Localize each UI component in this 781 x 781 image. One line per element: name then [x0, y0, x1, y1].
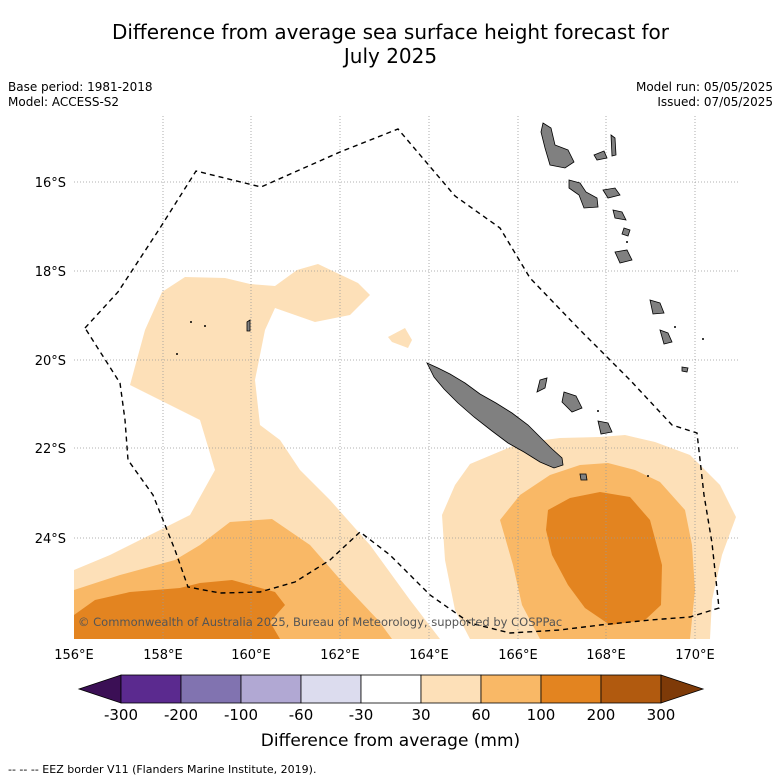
colorbar-tick-label: 200 [587, 706, 616, 724]
colorbar-segment [360, 674, 422, 704]
colorbar-segment [480, 674, 542, 704]
lat-tick-label: 22°S [35, 442, 66, 457]
map-area [74, 116, 739, 639]
base-period: Base period: 1981-2018 [8, 80, 153, 94]
page-title: Difference from average sea surface heig… [0, 20, 781, 68]
loyalty-island-3 [597, 420, 613, 435]
lat-tick-label: 16°S [35, 176, 66, 191]
vanuatu-island-10 [659, 329, 673, 345]
lat-tick-label: 20°S [35, 354, 66, 369]
colorbar-tick-label: -300 [104, 706, 138, 724]
colorbar-tick-label: 300 [647, 706, 676, 724]
small-island-east [681, 366, 689, 373]
colorbar-segment [240, 674, 302, 704]
vanuatu-island-7 [621, 227, 631, 237]
meta-right: Model run: 05/05/2025 Issued: 07/05/2025 [636, 80, 773, 110]
title-line-2: July 2025 [343, 44, 438, 68]
lon-tick-labels: 156°E 158°E 160°E 162°E 164°E 166°E 168°E 170°E [54, 648, 715, 663]
lon-tick-label: 162°E [320, 648, 360, 663]
colorbar-extension-high [660, 674, 705, 704]
colorbar: -300 -200 -100 -60 -30 30 60 100 200 300 [77, 674, 705, 724]
copyright-notice: © Commonwealth of Australia 2025, Bureau… [78, 615, 562, 629]
lon-tick-label: 158°E [143, 648, 183, 663]
colorbar-tick-label: -30 [349, 706, 374, 724]
colorbar-tick-label: 30 [411, 706, 430, 724]
chesterfield-islet [246, 319, 251, 332]
loyalty-island-1 [536, 377, 548, 393]
colorbar-title: Difference from average (mm) [260, 731, 521, 751]
lat-tick-labels: 16°S 18°S 20°S 22°S 24°S [35, 176, 66, 547]
vanuatu-island-3 [610, 134, 617, 157]
lon-tick-label: 168°E [586, 648, 626, 663]
issued-date: Issued: 07/05/2025 [657, 95, 773, 109]
loyalty-island-2 [561, 391, 583, 413]
anomaly-region-100-200-east [546, 492, 662, 625]
meta-left: Base period: 1981-2018 Model: ACCESS-S2 [8, 80, 153, 110]
vanuatu-tanna [614, 249, 633, 264]
colorbar-segment [540, 674, 602, 704]
colorbar-tick-label: 100 [527, 706, 556, 724]
colorbar-segment [180, 674, 242, 704]
gridlines [74, 116, 739, 639]
anomaly-region-30-60-west [74, 264, 440, 639]
vanuatu-island-9 [649, 299, 665, 315]
lon-tick-label: 166°E [498, 648, 538, 663]
land-masses [246, 122, 689, 481]
title-line-1: Difference from average sea surface heig… [111, 20, 670, 44]
lon-tick-label: 164°E [409, 648, 449, 663]
colorbar-tick-label: 60 [471, 706, 490, 724]
lat-tick-label: 18°S [35, 265, 66, 280]
new-caledonia [426, 362, 564, 469]
vanuatu-island-5 [602, 187, 621, 199]
lon-tick-label: 170°E [675, 648, 715, 663]
colorbar-segment [600, 674, 662, 704]
isle-of-pines [579, 473, 588, 481]
colorbar-tick-label: -200 [164, 706, 198, 724]
eez-border [84, 128, 720, 634]
vanuatu-efate [612, 209, 627, 221]
lon-tick-label: 160°E [231, 648, 271, 663]
lat-tick-label: 24°S [35, 532, 66, 547]
colorbar-extension-low [77, 674, 122, 704]
colorbar-segment [420, 674, 482, 704]
colorbar-tick-label: -60 [289, 706, 314, 724]
vanuatu-malakula [568, 179, 599, 209]
colorbar-tick-label: -100 [224, 706, 258, 724]
model-name: Model: ACCESS-S2 [8, 95, 120, 109]
model-run: Model run: 05/05/2025 [635, 80, 773, 94]
anomaly-region-30-60-islet [388, 328, 412, 348]
vanuatu-island-2 [593, 150, 608, 161]
eez-footnote: -- -- -- EEZ border V11 (Flanders Marine… [8, 763, 317, 776]
colorbar-segment [120, 674, 182, 704]
vanuatu-espiritu-santo [540, 122, 575, 169]
lon-tick-label: 156°E [54, 648, 94, 663]
colorbar-segment [300, 674, 362, 704]
tiny-islets [176, 241, 704, 477]
anomaly-region-100-200-west [74, 580, 285, 639]
